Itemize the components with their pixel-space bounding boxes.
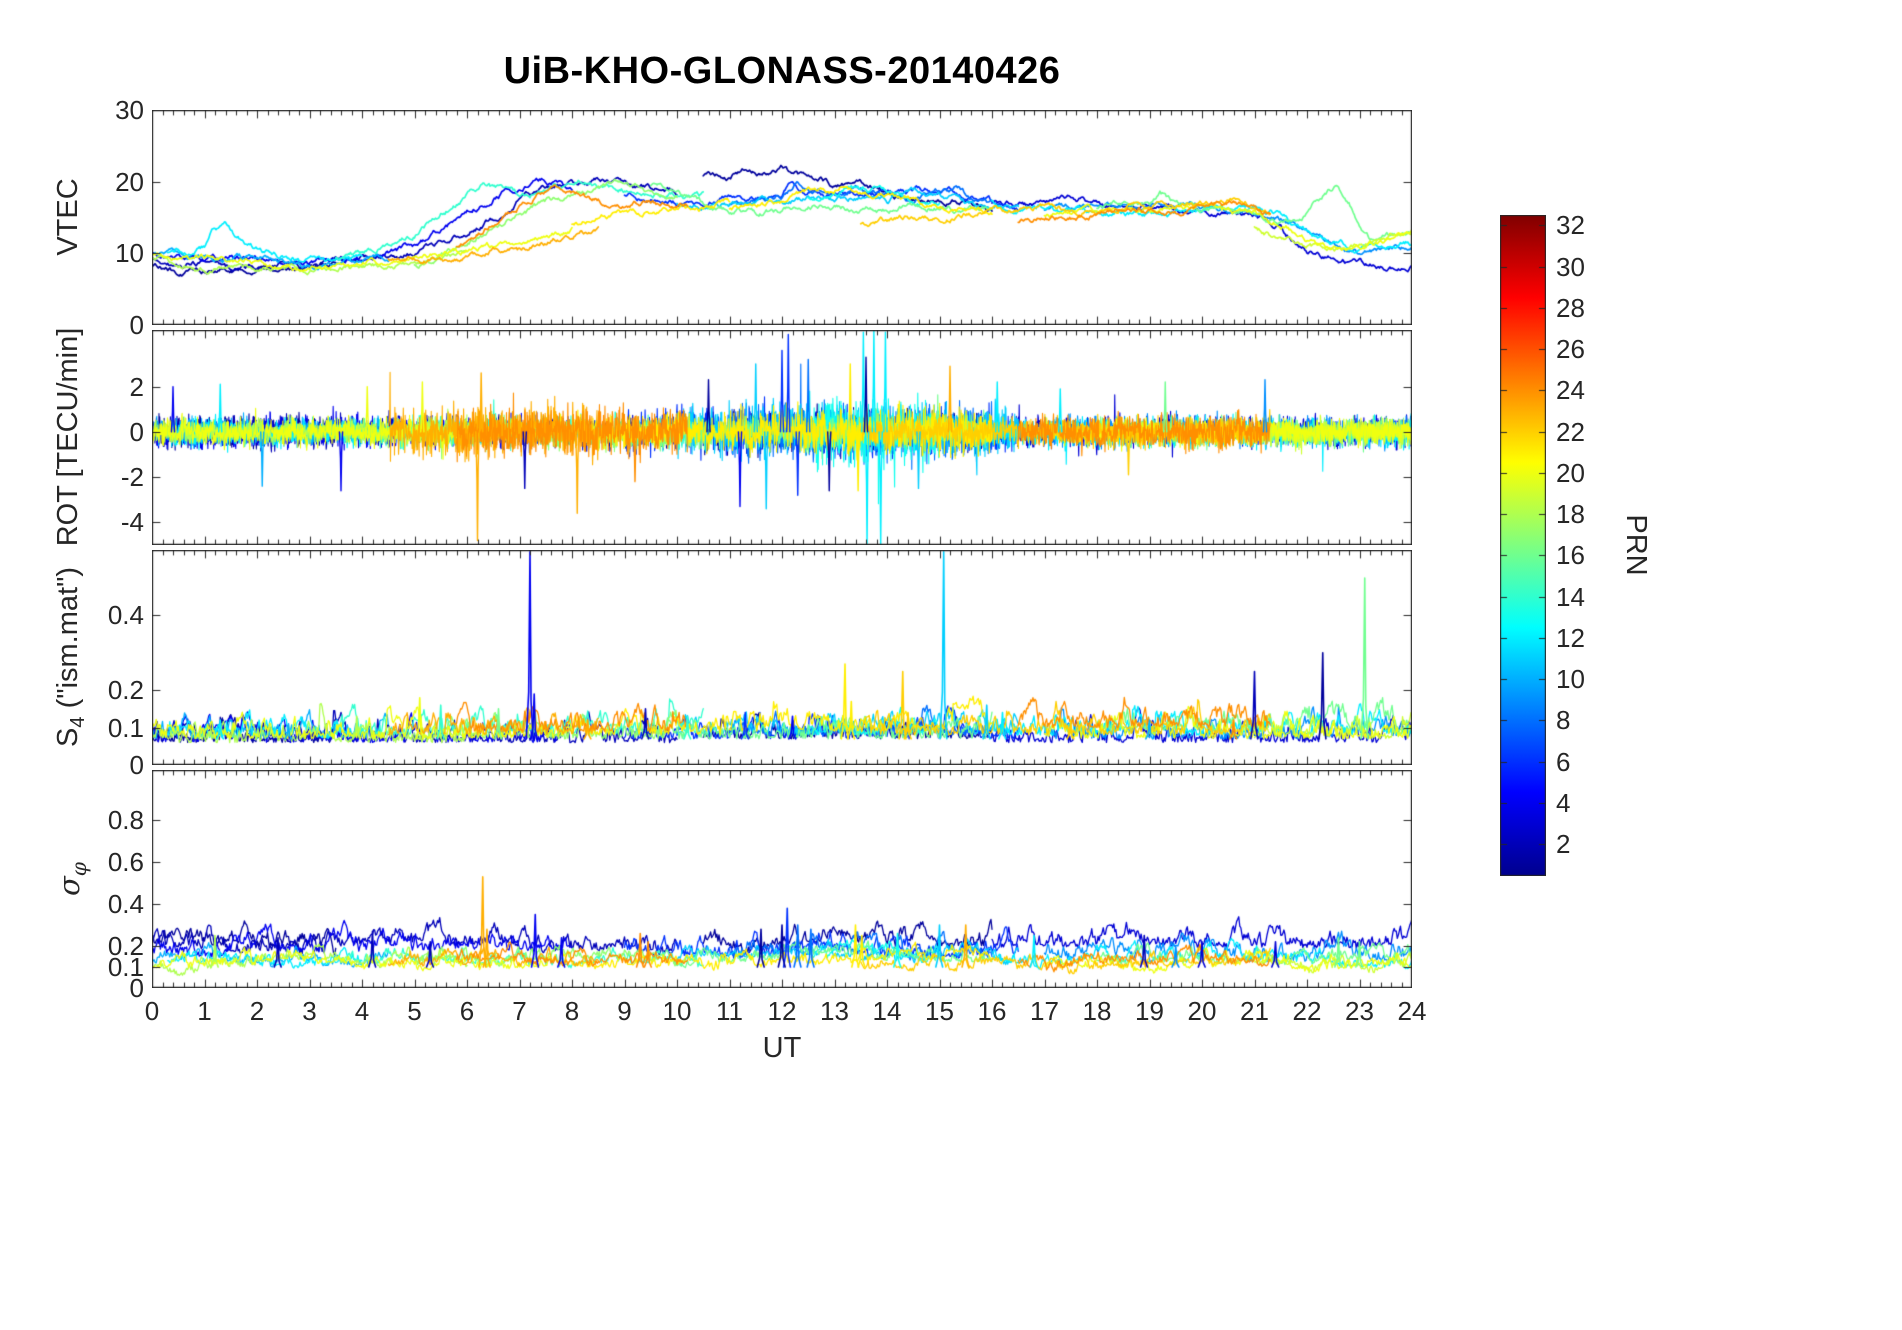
x-tick-label: 2 xyxy=(249,996,265,1026)
x-tick-label: 21 xyxy=(1240,996,1269,1026)
colorbar xyxy=(1500,215,1546,876)
colorbar-tick-label: 20 xyxy=(1556,457,1585,488)
x-tick-label: 15 xyxy=(925,996,954,1026)
x-tick-label: 19 xyxy=(1135,996,1164,1026)
y-tick-label: 0.4 xyxy=(107,600,144,631)
x-tick-label: 7 xyxy=(512,996,527,1026)
colorbar-tick-label: 14 xyxy=(1556,581,1585,612)
x-tick-label: 18 xyxy=(1082,996,1112,1026)
y-tick-label: -2 xyxy=(120,462,144,493)
colorbar-tick-label: 24 xyxy=(1556,375,1585,406)
colorbar-tick-label: 4 xyxy=(1556,787,1571,818)
y-tick-label: 0 xyxy=(129,416,144,447)
x-tick-label: 12 xyxy=(767,996,797,1026)
x-tick-label: 23 xyxy=(1345,996,1374,1026)
x-tick-label: 5 xyxy=(407,996,422,1026)
x-tick-label: 17 xyxy=(1030,996,1059,1026)
x-tick-label: 13 xyxy=(820,996,849,1026)
x-axis-label: UT xyxy=(762,1032,802,1064)
colorbar-tick-label: 30 xyxy=(1556,251,1585,282)
rot-panel-canvas xyxy=(152,330,1412,545)
y-tick-label: 0 xyxy=(129,310,144,340)
colorbar-tick-label: 28 xyxy=(1556,292,1585,323)
x-tick-label: 14 xyxy=(872,996,902,1026)
y-tick-label: 0 xyxy=(129,973,144,1003)
y-tick-label: 0.2 xyxy=(107,675,144,706)
y-tick-label: 30 xyxy=(115,95,144,125)
x-tick-label: 24 xyxy=(1397,996,1427,1026)
y-tick-label: -4 xyxy=(120,507,144,538)
x-tick-label: 9 xyxy=(617,996,632,1026)
y-tick-label: 0 xyxy=(129,750,144,780)
y-tick-label: 0.6 xyxy=(107,847,144,878)
colorbar-tick-label: 16 xyxy=(1556,540,1585,571)
colorbar-tick-label: 12 xyxy=(1556,622,1585,653)
s4-panel-canvas xyxy=(152,550,1412,765)
x-tick-label: 10 xyxy=(662,996,692,1026)
y-tick-label: 0.1 xyxy=(107,952,144,983)
x-tick-label: 4 xyxy=(354,996,370,1026)
x-tick-label: 1 xyxy=(197,996,212,1026)
x-tick-label: 20 xyxy=(1187,996,1217,1026)
x-tick-label: 16 xyxy=(977,996,1007,1026)
y-tick-label: 10 xyxy=(115,238,144,269)
y-tick-label: 0.4 xyxy=(107,889,144,920)
colorbar-tick-label: 8 xyxy=(1556,705,1571,736)
y-tick-label: 2 xyxy=(129,371,144,402)
x-tick-label: 11 xyxy=(716,996,743,1026)
y-tick-label: 0.2 xyxy=(107,931,144,962)
x-tick-label: 6 xyxy=(459,996,475,1026)
x-tick-label: 0 xyxy=(144,996,160,1026)
colorbar-tick-label: 18 xyxy=(1556,499,1585,530)
y-tick-label: 20 xyxy=(115,166,144,197)
x-tick-label: 22 xyxy=(1292,996,1322,1026)
vtec-panel-canvas xyxy=(152,110,1412,325)
colorbar-tick-label: 2 xyxy=(1556,829,1571,860)
colorbar-tick-label: 6 xyxy=(1556,746,1571,777)
colorbar-tick-label: 26 xyxy=(1556,334,1585,365)
y-tick-label: 0.1 xyxy=(107,712,144,743)
colorbar-axis-label-text: PRN xyxy=(1620,514,1652,576)
colorbar-tick-label: 32 xyxy=(1556,210,1585,241)
x-tick-label: 8 xyxy=(564,996,580,1026)
x-tick-label: 3 xyxy=(302,996,317,1026)
colorbar-tick-label: 10 xyxy=(1556,664,1585,695)
chart-title: UiB-KHO-GLONASS-20140426 xyxy=(503,50,1061,92)
colorbar-tick-label: 22 xyxy=(1556,416,1585,447)
sigma-phi-panel-canvas xyxy=(152,770,1412,988)
y-tick-label: 0.8 xyxy=(107,805,144,836)
